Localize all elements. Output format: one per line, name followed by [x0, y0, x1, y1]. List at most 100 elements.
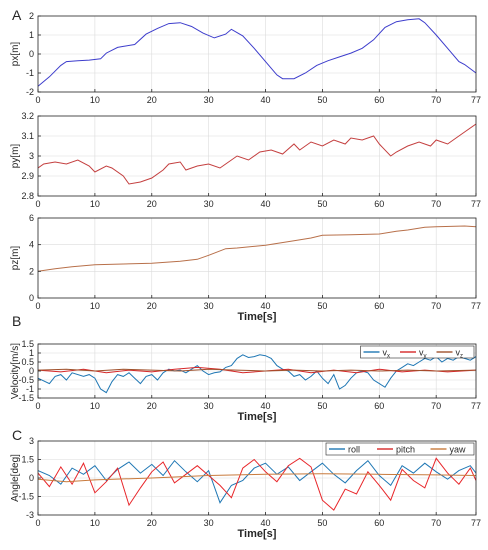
- series-line-1: [38, 123, 476, 185]
- x-tick-label: 20: [147, 199, 157, 209]
- x-tick-label: 10: [90, 301, 100, 311]
- y-axis-label: px[m]: [10, 42, 21, 67]
- x-tick-label: 50: [317, 401, 327, 411]
- x-tick-label: 10: [90, 518, 100, 528]
- x-axis-label: Time[s]: [238, 528, 277, 540]
- x-tick-label: 0: [35, 518, 40, 528]
- x-tick-label: 30: [204, 199, 214, 209]
- legend-label-subscript: z: [460, 354, 463, 360]
- x-tick-label: 30: [204, 95, 214, 105]
- legend-label-2: vy: [419, 348, 427, 360]
- x-tick-label: 40: [261, 518, 271, 528]
- y-tick-label: -3: [26, 510, 34, 520]
- y-tick-label: -1: [26, 68, 34, 78]
- y-tick-label: -1.5: [18, 393, 34, 403]
- x-tick-label: 40: [261, 199, 271, 209]
- chart-2: 0 10 20 30 40 50 60 70 77 2.8 2.9 3 3.1 3.2 py[m]: [10, 111, 481, 209]
- x-tick-label: 77: [471, 401, 481, 411]
- y-tick-label: 2.8: [21, 191, 34, 201]
- x-tick-label: 30: [204, 518, 214, 528]
- x-tick-label: 40: [261, 301, 271, 311]
- x-tick-label: 77: [471, 199, 481, 209]
- y-axis-label: pz[m]: [10, 246, 21, 271]
- panel-letter-a: A: [12, 7, 22, 23]
- x-axis-label: Time[s]: [238, 311, 277, 323]
- x-tick-label: 50: [317, 199, 327, 209]
- x-tick-label: 70: [431, 95, 441, 105]
- y-tick-label: 0: [29, 293, 34, 303]
- y-tick-label: 0: [29, 366, 34, 376]
- x-tick-label: 20: [147, 95, 157, 105]
- legend: vx vy vz: [360, 345, 475, 360]
- x-tick-label: 10: [90, 199, 100, 209]
- chart-5: 0 10 20 30 40 50 60 70 77 -3 -1.5 0 1.5 3 Angle[deg] Ti…: [10, 436, 481, 540]
- series-line-2: [38, 366, 476, 374]
- y-tick-label: 1: [29, 348, 34, 358]
- series-line-3: [38, 473, 476, 483]
- y-tick-label: 6: [29, 213, 34, 223]
- x-tick-label: 30: [204, 401, 214, 411]
- y-tick-label: 3: [29, 151, 34, 161]
- legend-label-subscript: x: [387, 354, 390, 360]
- x-tick-label: 0: [35, 95, 40, 105]
- y-tick-label: -1.5: [18, 492, 34, 502]
- y-tick-label: 1: [29, 30, 34, 40]
- chart-1: 0 10 20 30 40 50 60 70 77 -2 -1 0 1 2 px[m]: [10, 11, 481, 105]
- y-axis-label: Angle[deg]: [10, 454, 21, 502]
- x-tick-label: 40: [261, 95, 271, 105]
- x-tick-label: 10: [90, 401, 100, 411]
- x-tick-label: 0: [35, 301, 40, 311]
- y-tick-label: 1.5: [21, 455, 34, 465]
- x-tick-label: 70: [431, 199, 441, 209]
- x-tick-label: 40: [261, 401, 271, 411]
- x-tick-label: 60: [374, 518, 384, 528]
- x-tick-label: 50: [317, 301, 327, 311]
- series-line-1: [38, 225, 476, 272]
- axes-frame: [37, 217, 477, 299]
- y-tick-label: 3.1: [21, 131, 34, 141]
- y-axis-label: py[m]: [10, 144, 21, 169]
- x-tick-label: 60: [374, 301, 384, 311]
- legend-box: [360, 345, 475, 359]
- legend-label-subscript: y: [424, 354, 427, 360]
- legend-label-1: roll: [348, 445, 360, 455]
- y-tick-label: 0: [29, 49, 34, 59]
- legend: roll pitch yaw: [325, 442, 475, 456]
- panel-letter-c: C: [12, 427, 22, 443]
- legend-box: [325, 442, 475, 456]
- y-tick-label: 0.5: [21, 357, 34, 367]
- chart-3: 0 10 20 30 40 50 60 70 77 0 2 4 6 pz[m] Time[s]: [10, 213, 481, 323]
- y-tick-label: 1.5: [21, 339, 34, 349]
- x-tick-label: 20: [147, 518, 157, 528]
- x-tick-label: 60: [374, 199, 384, 209]
- y-tick-label: -0.5: [18, 375, 34, 385]
- series-line-1: [38, 18, 476, 87]
- x-tick-label: 50: [317, 518, 327, 528]
- legend-label-2: pitch: [396, 445, 415, 455]
- y-tick-label: 0: [29, 473, 34, 483]
- panel-letter-b: B: [12, 313, 21, 329]
- x-tick-label: 20: [147, 401, 157, 411]
- x-tick-label: 20: [147, 301, 157, 311]
- x-tick-label: 50: [317, 95, 327, 105]
- y-tick-label: 3: [29, 436, 34, 446]
- x-tick-label: 70: [431, 401, 441, 411]
- x-tick-label: 77: [471, 301, 481, 311]
- x-tick-label: 70: [431, 518, 441, 528]
- chart-4: 0 10 20 30 40 50 60 70 77-1.5-1-0.500.511.5Veloc…: [10, 339, 481, 423]
- x-tick-label: 70: [431, 301, 441, 311]
- y-tick-label: 3.2: [21, 111, 34, 121]
- y-tick-label: 2: [29, 266, 34, 276]
- x-tick-label: 0: [35, 401, 40, 411]
- legend-label-1: vx: [383, 348, 391, 360]
- y-tick-label: 2: [29, 11, 34, 21]
- legend-label-3: yaw: [450, 445, 467, 455]
- x-tick-label: 30: [204, 301, 214, 311]
- y-tick-label: -2: [26, 87, 34, 97]
- x-tick-label: 0: [35, 199, 40, 209]
- x-tick-label: 10: [90, 95, 100, 105]
- x-axis-label: Time[s]: [238, 411, 277, 423]
- y-tick-label: -1: [26, 384, 34, 394]
